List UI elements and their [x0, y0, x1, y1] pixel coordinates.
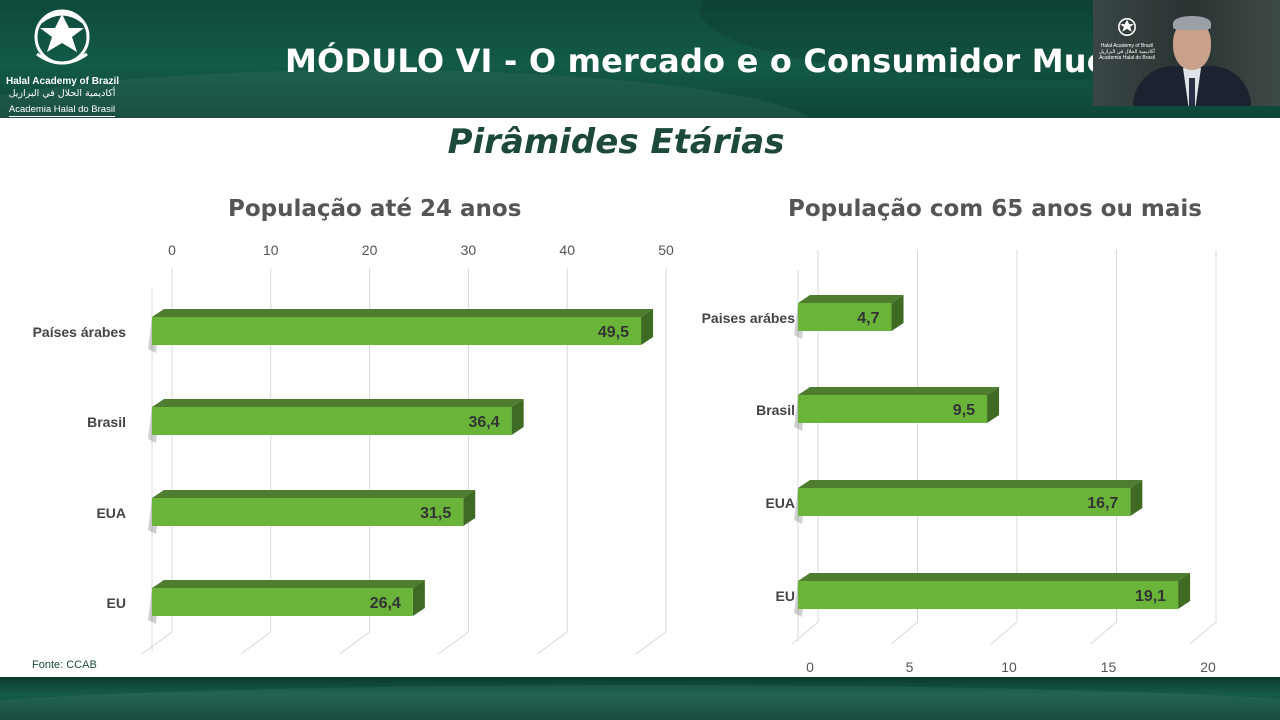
category-label: EUA — [96, 505, 126, 521]
bar-side-face — [1178, 573, 1191, 609]
bar-top-face — [152, 309, 654, 317]
gridline-floor — [339, 631, 370, 655]
logo-name: Halal Academy of Brazil — [6, 76, 120, 87]
bar-value-label: 4,7 — [857, 310, 879, 327]
bar-top-face — [798, 387, 1000, 395]
x-tick-label: 5 — [906, 659, 914, 675]
category-label: Paises arábes — [702, 310, 796, 326]
bar-side-face — [987, 387, 1000, 423]
bar — [798, 395, 988, 423]
gridline-floor — [1189, 621, 1217, 645]
category-label: Brasil — [756, 402, 795, 418]
x-tick-label: 50 — [658, 242, 674, 258]
category-label: Brasil — [87, 414, 126, 430]
category-label: EUA — [765, 495, 795, 511]
gridline-floor — [990, 621, 1018, 645]
x-tick-label: 20 — [1200, 659, 1216, 675]
x-tick-label: 10 — [263, 242, 279, 258]
source-note: Fonte: CCAB — [32, 659, 97, 671]
webcam-wall-logo: Halal Academy of Brazil أكاديمية الحلال … — [1099, 16, 1155, 61]
halal-emblem-icon — [1118, 18, 1136, 36]
slide-title: Pirâmides Etárias — [447, 122, 785, 162]
academy-logo: Halal Academy of Brazil أكاديمية الحلال … — [6, 4, 120, 117]
gridline-floor — [891, 621, 918, 645]
presenter-webcam: Halal Academy of Brazil أكاديمية الحلال … — [1093, 0, 1280, 106]
gridline-floor — [635, 631, 667, 655]
bar — [152, 588, 413, 616]
bar-side-face — [641, 309, 654, 345]
slide-header: Halal Academy of Brazil أكاديمية الحلال … — [0, 0, 1280, 118]
halal-emblem-icon — [34, 9, 90, 65]
logo-portuguese-name: Academia Halal do Brasil — [8, 104, 116, 117]
webcam-logo-portuguese: Academia Halal do Brasil — [1099, 55, 1155, 61]
bar-value-label: 16,7 — [1087, 495, 1118, 512]
x-tick-label: 0 — [168, 242, 176, 258]
bar — [798, 581, 1179, 609]
x-tick-label: 30 — [461, 242, 477, 258]
category-label: EU — [776, 588, 795, 604]
module-title: MÓDULO VI - O mercado e o Consumidor Muç… — [285, 42, 1219, 80]
bar — [152, 407, 512, 435]
bar — [798, 303, 892, 331]
presenter-tie — [1189, 78, 1195, 106]
bar-top-face — [798, 480, 1143, 488]
bar-top-face — [152, 399, 524, 407]
bar-value-label: 36,4 — [468, 414, 499, 431]
bar-value-label: 31,5 — [420, 505, 451, 522]
bar-value-label: 9,5 — [953, 402, 975, 419]
bar-value-label: 19,1 — [1135, 588, 1166, 605]
bar-top-face — [152, 490, 476, 498]
x-tick-label: 0 — [806, 659, 814, 675]
chart-title-young-population: População até 24 anos — [228, 196, 522, 222]
slide-footer — [0, 677, 1280, 720]
webcam-logo-arabic: أكاديمية الحلال في البرازيل — [1099, 49, 1155, 55]
category-label: EU — [107, 595, 126, 611]
bar-side-face — [463, 490, 476, 526]
webcam-logo-name: Halal Academy of Brazil — [1100, 43, 1154, 49]
gridline-floor — [536, 631, 568, 655]
bar — [798, 488, 1131, 516]
logo-arabic-name: أكاديمية الحلال في البرازيل — [8, 88, 116, 99]
bar-value-label: 49,5 — [598, 324, 629, 341]
bar-side-face — [891, 295, 904, 331]
x-tick-label: 10 — [1001, 659, 1017, 675]
bar-top-face — [798, 573, 1191, 581]
gridline-floor — [1090, 621, 1117, 645]
x-tick-label: 20 — [362, 242, 378, 258]
footer-wave-decoration — [0, 685, 1280, 720]
presenter-hair — [1173, 16, 1211, 30]
gridline-floor — [141, 631, 173, 655]
bar-top-face — [152, 580, 425, 588]
bar-side-face — [1130, 480, 1143, 516]
chart-title-elderly-population: População com 65 anos ou mais — [788, 196, 1202, 222]
x-tick-label: 15 — [1101, 659, 1117, 675]
bar — [152, 317, 642, 345]
bar-value-label: 26,4 — [370, 595, 401, 612]
bar-side-face — [412, 580, 425, 616]
category-label: Países árabes — [33, 324, 127, 340]
gridline-floor — [438, 631, 469, 655]
gridline-floor — [240, 631, 272, 655]
bar-top-face — [798, 295, 904, 303]
x-tick-label: 40 — [559, 242, 575, 258]
gridline-floor — [791, 621, 819, 645]
bar — [152, 498, 464, 526]
bar-side-face — [511, 399, 524, 435]
